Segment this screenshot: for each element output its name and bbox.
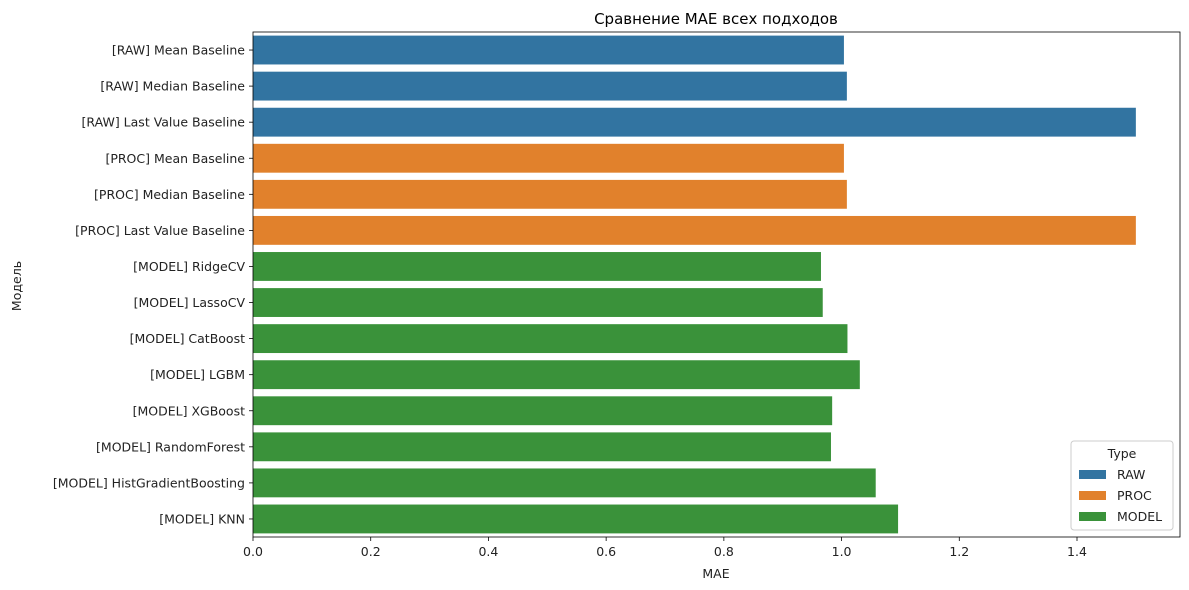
legend-swatch — [1079, 512, 1106, 521]
legend-box — [1070, 440, 1174, 531]
x-tick-label: 0.4 — [478, 544, 498, 559]
bar — [253, 35, 844, 65]
y-axis-label: Модель — [9, 261, 24, 311]
bar — [253, 288, 823, 317]
x-tick-label: 0.0 — [243, 544, 263, 559]
bar — [253, 432, 831, 462]
y-tick-label: [MODEL] HistGradientBoosting — [53, 475, 245, 490]
y-tick-label: [MODEL] KNN — [159, 511, 245, 526]
y-tick-label: [MODEL] LGBM — [150, 367, 245, 382]
x-tick-label: 0.6 — [596, 544, 616, 559]
legend-title: Type — [1107, 446, 1137, 461]
legend-label: RAW — [1117, 467, 1145, 482]
legend-swatch — [1079, 491, 1106, 500]
y-tick-label: [MODEL] CatBoost — [130, 331, 246, 346]
bar — [253, 468, 876, 498]
bar — [253, 143, 844, 173]
legend-swatch — [1079, 470, 1106, 479]
y-tick-label: [MODEL] RidgeCV — [133, 259, 245, 274]
x-axis-label: MAE — [702, 566, 729, 581]
y-tick-label: [RAW] Last Value Baseline — [82, 115, 246, 130]
legend: Type RAW PROC MODEL — [1070, 440, 1174, 531]
y-tick-label: [MODEL] XGBoost — [133, 403, 245, 418]
bar — [253, 324, 848, 354]
y-tick-label: [RAW] Median Baseline — [100, 79, 245, 94]
plot-frame — [252, 31, 1181, 538]
y-tick-label: [PROC] Mean Baseline — [105, 151, 245, 166]
bar — [253, 252, 821, 281]
x-tick-label: 0.2 — [361, 544, 381, 559]
legend-label: PROC — [1117, 488, 1152, 503]
x-tick-label: 1.0 — [832, 544, 852, 559]
axes-layer: [RAW] Mean Baseline [RAW] Median Baseline… — [53, 31, 1181, 559]
y-tick-label: [PROC] Last Value Baseline — [75, 223, 245, 238]
bar — [253, 71, 847, 101]
bar — [253, 396, 833, 426]
bars-layer — [253, 35, 1136, 534]
bar — [253, 504, 899, 534]
bar — [253, 215, 1136, 245]
y-tick-label: [MODEL] LassoCV — [134, 295, 246, 310]
bar — [253, 179, 847, 209]
x-tick-label: 1.4 — [1067, 544, 1087, 559]
legend-label: MODEL — [1117, 509, 1162, 524]
x-tick-label: 0.8 — [714, 544, 734, 559]
bar — [253, 360, 860, 390]
y-tick-label: [MODEL] RandomForest — [96, 439, 245, 454]
chart-title: Сравнение MAE всех подходов — [594, 10, 838, 28]
x-tick-label: 1.2 — [949, 544, 969, 559]
y-tick-label: [RAW] Mean Baseline — [112, 43, 245, 58]
bar — [253, 107, 1136, 137]
y-tick-label: [PROC] Median Baseline — [94, 187, 245, 202]
